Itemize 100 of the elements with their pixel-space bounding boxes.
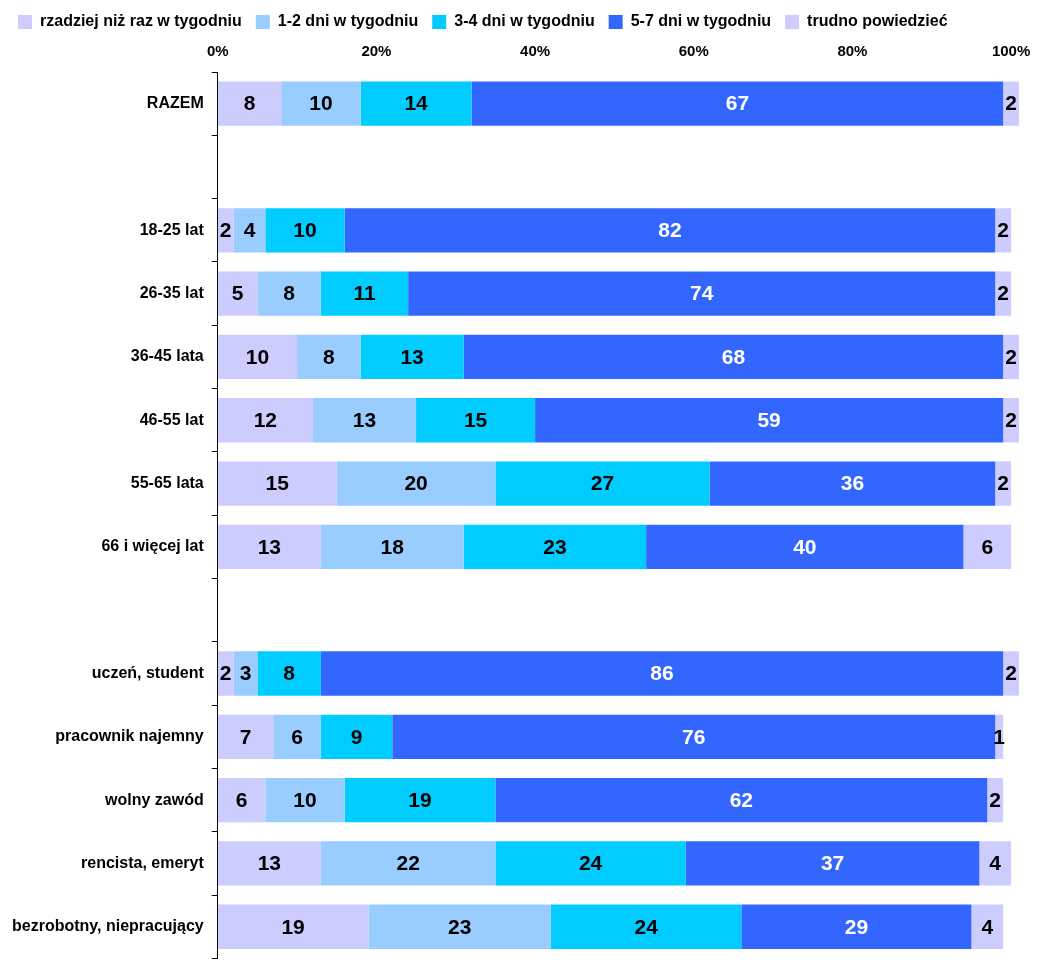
data-label: 8 (283, 281, 296, 305)
bar (257, 651, 321, 696)
legend-label: rzadziej niż raz w tygodniu (40, 12, 242, 30)
data-label: 3 (239, 661, 252, 685)
x-tick-label: 80% (837, 42, 868, 60)
y-tick-label: 18-25 lat (139, 220, 205, 238)
bar (368, 904, 551, 949)
data-label: 8 (283, 661, 296, 685)
data-label: 74 (689, 281, 714, 305)
y-tick-label: 66 i więcej lat (101, 537, 205, 555)
bar (297, 334, 361, 380)
data-label: 10 (245, 344, 270, 368)
data-label: 2 (989, 787, 1002, 811)
data-label: 11 (353, 281, 376, 305)
data-label: 68 (721, 344, 746, 368)
bar (320, 841, 496, 886)
bar (495, 461, 710, 506)
bar (336, 461, 496, 506)
y-tick-label: pracownik najemny (55, 727, 204, 745)
data-label: 86 (650, 661, 674, 685)
data-label: 14 (404, 91, 429, 115)
bar (265, 208, 345, 253)
x-tick-label: 20% (361, 42, 392, 60)
data-label: 82 (658, 218, 682, 242)
data-label: 23 (543, 534, 567, 558)
data-label: 2 (1005, 91, 1017, 115)
data-label: 36 (840, 471, 865, 495)
bar (963, 524, 1012, 570)
bar (217, 81, 282, 126)
data-label: 2 (219, 218, 232, 242)
data-label: 6 (235, 787, 248, 811)
bar (979, 841, 1012, 886)
y-tick-label: bezrobotny, niepracujący (12, 917, 204, 935)
data-label: 67 (725, 91, 750, 115)
bar (320, 651, 1004, 696)
data-label: 15 (463, 408, 488, 432)
bar (320, 524, 464, 570)
y-tick-label: uczeń, student (91, 663, 205, 681)
data-label: 15 (265, 471, 290, 495)
bar (471, 81, 1004, 126)
bar (709, 461, 996, 506)
bar (217, 271, 258, 316)
data-label: 4 (243, 218, 256, 242)
data-label: 8 (243, 91, 256, 115)
data-label: 22 (396, 851, 420, 875)
x-tick-label: 0% (206, 42, 229, 60)
data-label: 40 (793, 534, 817, 558)
bar (344, 208, 996, 253)
data-label: 24 (634, 914, 659, 938)
y-tick-label: RAZEM (146, 94, 204, 112)
data-label: 2 (997, 471, 1009, 495)
bar (273, 714, 321, 759)
bar (535, 398, 1004, 443)
bar (360, 81, 472, 126)
data-label: 12 (253, 408, 278, 432)
data-label: 59 (757, 408, 781, 432)
bar (463, 334, 1004, 380)
bar (416, 398, 536, 443)
data-label: 6 (981, 534, 994, 558)
bar (257, 271, 321, 316)
x-tick-label: 100% (991, 42, 1031, 60)
bar (360, 334, 464, 380)
bar (408, 271, 996, 316)
data-label: 8 (322, 344, 335, 368)
bar (685, 841, 980, 886)
bar (217, 841, 321, 886)
data-label: 18 (380, 534, 405, 558)
bar (233, 208, 266, 253)
y-tick-label: wolny zawód (104, 790, 204, 808)
data-label: 2 (1005, 661, 1017, 685)
bar (320, 271, 409, 316)
data-label: 20 (404, 471, 428, 495)
y-tick-label: 46-55 lat (139, 410, 205, 428)
bar (217, 777, 266, 823)
data-label: 5 (231, 281, 244, 305)
bar (217, 334, 298, 380)
data-label: 13 (352, 408, 377, 432)
y-tick-label: 36-45 lata (130, 347, 204, 365)
data-label: 76 (682, 724, 706, 748)
bar (550, 904, 742, 949)
bar (495, 777, 988, 823)
data-label: 29 (844, 914, 869, 938)
data-label: 37 (820, 851, 845, 875)
bar (344, 777, 496, 823)
data-label: 19 (408, 787, 432, 811)
legend-label: 1-2 dni w tygodniu (277, 12, 419, 30)
bar (217, 904, 369, 949)
data-label: 6 (291, 724, 303, 748)
data-label: 2 (997, 281, 1009, 305)
bar (217, 714, 274, 759)
data-label: 2 (1005, 344, 1017, 368)
bar (971, 904, 1004, 949)
bar (217, 524, 321, 570)
y-tick-label: rencista, emeryt (81, 853, 205, 871)
y-tick-label: 55-65 lata (130, 473, 204, 491)
bar (281, 81, 361, 126)
data-label: 13 (400, 344, 424, 368)
y-tick-label: 26-35 lat (139, 284, 205, 302)
data-label: 4 (981, 914, 994, 938)
data-label: 13 (257, 851, 281, 875)
